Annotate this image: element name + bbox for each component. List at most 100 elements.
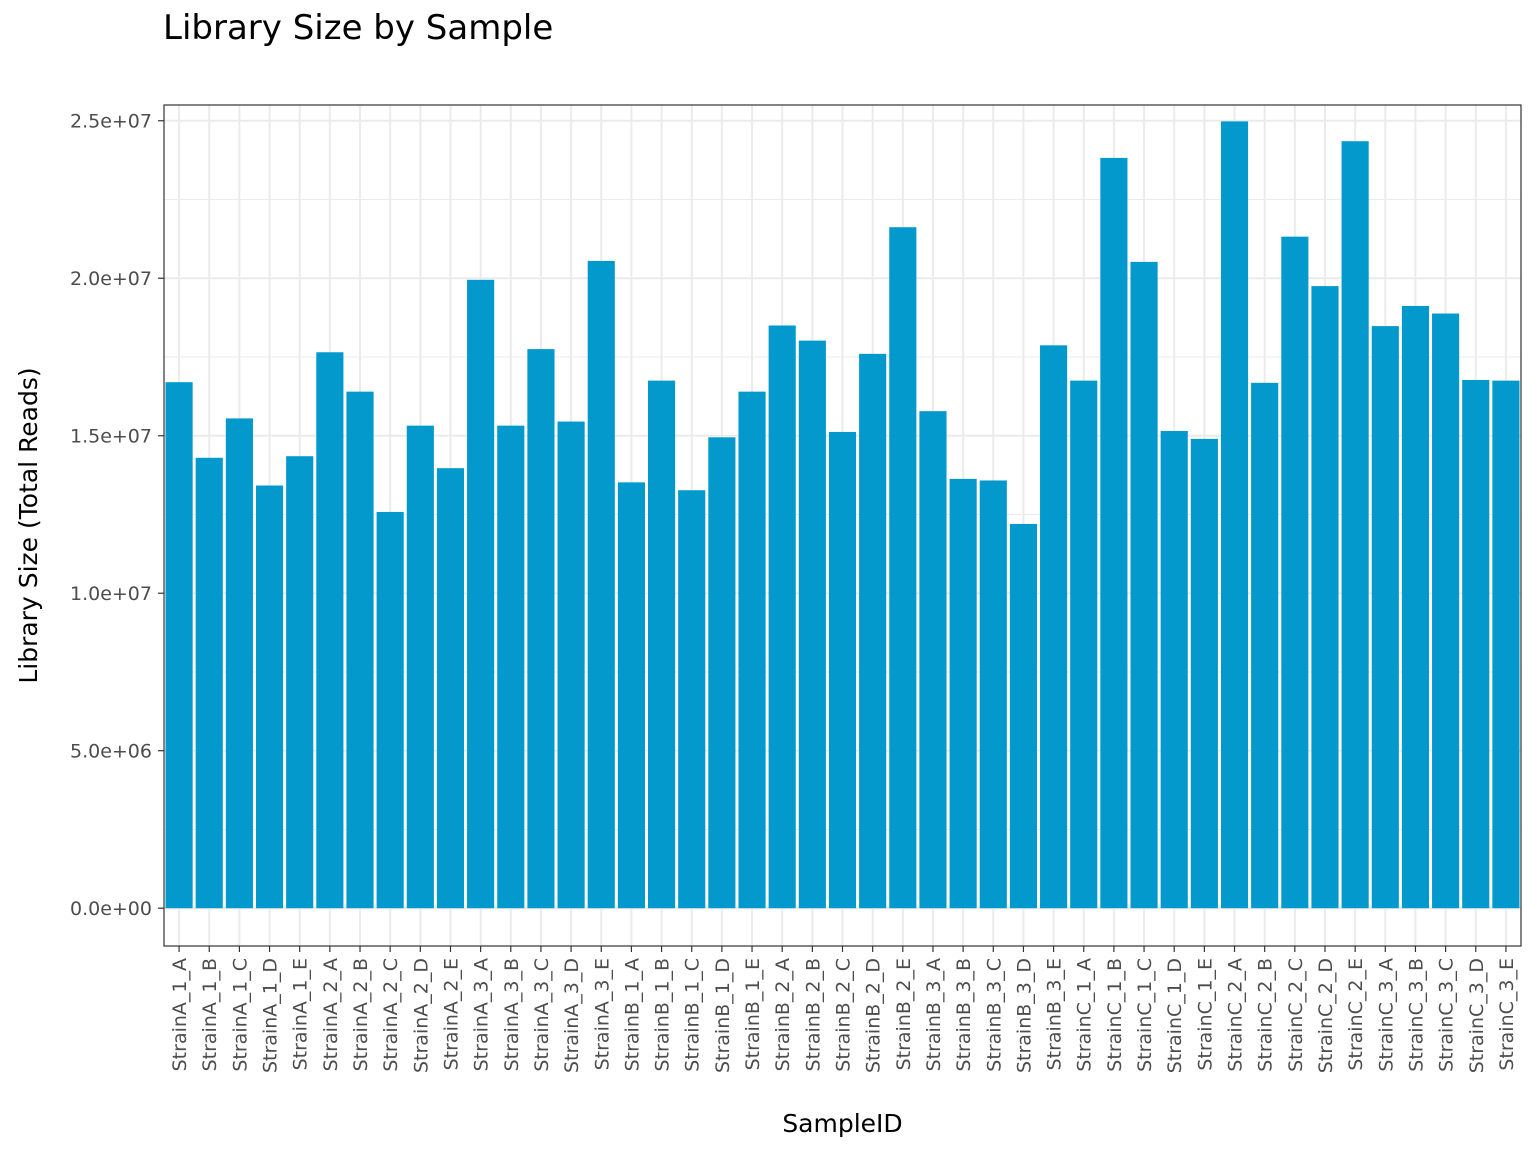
x-tick-label: StrainA_3_E xyxy=(591,958,613,1070)
x-tick-label: StrainC_2_D xyxy=(1315,958,1337,1073)
x-tick-label: StrainB_3_E xyxy=(1044,958,1066,1070)
x-tick-label: StrainA_2_B xyxy=(350,958,372,1071)
x-tick-label: StrainB_3_D xyxy=(1013,958,1035,1073)
bar-StrainC_1_A xyxy=(1070,380,1098,909)
bar-StrainB_3_A xyxy=(919,411,947,909)
bar-StrainC_3_B xyxy=(1401,305,1430,909)
x-tick-label: StrainA_2_C xyxy=(380,958,402,1072)
chart-title: Library Size by Sample xyxy=(163,8,554,48)
x-tick-label: StrainB_1_D xyxy=(712,958,734,1073)
bar-StrainB_1_E xyxy=(738,391,766,909)
bar-StrainA_2_A xyxy=(316,352,344,909)
bar-StrainA_1_D xyxy=(255,485,284,909)
x-tick-label: StrainB_1_A xyxy=(621,958,643,1071)
bar-StrainB_2_E xyxy=(889,227,917,909)
bar-StrainB_2_B xyxy=(798,340,826,909)
bar-StrainB_2_C xyxy=(828,431,857,909)
bar-StrainB_3_E xyxy=(1040,345,1068,909)
x-tick-label: StrainC_1_E xyxy=(1194,958,1216,1071)
bar-StrainC_1_C xyxy=(1130,261,1158,909)
x-tick-label: StrainC_1_D xyxy=(1164,958,1186,1073)
x-tick-label: StrainA_1_A xyxy=(169,958,191,1071)
bar-StrainA_2_D xyxy=(406,425,434,909)
y-tick-label: 1.5e+07 xyxy=(70,426,152,448)
bar-StrainA_1_E xyxy=(286,456,314,909)
x-tick-label: StrainA_3_D xyxy=(561,958,583,1073)
bar-StrainA_3_D xyxy=(557,421,585,909)
bar-StrainB_1_D xyxy=(708,437,736,909)
x-tick-label: StrainB_1_B xyxy=(652,958,674,1071)
bar-StrainB_2_D xyxy=(859,353,887,909)
bars xyxy=(165,121,1520,909)
bar-StrainB_1_B xyxy=(647,380,676,909)
bar-StrainB_3_D xyxy=(1009,523,1038,909)
x-tick-label: StrainC_3_C xyxy=(1436,958,1458,1072)
x-tick-label: StrainC_3_E xyxy=(1496,958,1518,1071)
bar-StrainB_3_B xyxy=(949,478,977,909)
bar-StrainA_1_B xyxy=(195,457,223,909)
bar-StrainC_1_E xyxy=(1190,438,1218,909)
bar-StrainC_3_C xyxy=(1432,313,1460,909)
x-tick-label: StrainA_2_D xyxy=(410,958,432,1073)
y-tick-label: 2.0e+07 xyxy=(70,268,152,290)
x-tick-label: StrainC_2_E xyxy=(1345,958,1367,1071)
y-axis-title: Library Size (Total Reads) xyxy=(14,367,43,683)
x-tick-label: StrainC_3_D xyxy=(1466,958,1488,1073)
x-axis-title: SampleID xyxy=(782,1109,902,1138)
bar-StrainC_3_E xyxy=(1492,380,1520,909)
x-tick-label: StrainC_1_B xyxy=(1104,958,1126,1072)
x-tick-label: StrainA_1_D xyxy=(260,958,282,1073)
bar-StrainA_1_A xyxy=(165,382,193,909)
x-tick-label: StrainB_2_A xyxy=(772,958,794,1071)
x-tick-label: StrainB_3_C xyxy=(983,958,1005,1072)
bar-StrainB_1_A xyxy=(617,482,645,909)
x-tick-label: StrainB_1_C xyxy=(682,958,704,1072)
y-tick-label: 0.0e+00 xyxy=(70,898,152,920)
x-tick-label: StrainA_2_A xyxy=(320,958,342,1071)
bar-StrainA_2_B xyxy=(346,391,374,909)
x-tick-label: StrainB_1_E xyxy=(742,958,764,1070)
bar-StrainA_3_B xyxy=(497,425,525,909)
x-tick-label: StrainA_3_C xyxy=(531,958,553,1072)
x-tick-label: StrainA_1_E xyxy=(290,958,312,1070)
bar-StrainC_2_B xyxy=(1251,382,1279,909)
x-tick-label: StrainC_2_B xyxy=(1255,958,1277,1072)
bar-StrainC_3_D xyxy=(1462,379,1490,909)
bar-StrainA_3_E xyxy=(587,260,615,909)
x-tick-label: StrainC_3_A xyxy=(1375,958,1397,1072)
x-tick-label: StrainB_2_C xyxy=(833,958,855,1072)
x-tick-label: StrainA_2_E xyxy=(440,958,462,1070)
x-tick-label: StrainC_1_A xyxy=(1074,958,1096,1072)
bar-StrainA_3_C xyxy=(527,349,555,909)
bar-StrainA_3_A xyxy=(467,279,495,909)
y-tick-label: 2.5e+07 xyxy=(70,111,152,133)
x-tick-label: StrainB_2_D xyxy=(863,958,885,1073)
bar-StrainA_2_C xyxy=(376,511,404,909)
x-tick-label: StrainC_3_B xyxy=(1405,958,1427,1072)
x-tick-label: StrainA_3_B xyxy=(501,958,523,1071)
x-tick-label: StrainA_1_C xyxy=(229,958,251,1072)
bar-StrainC_3_A xyxy=(1371,326,1399,909)
bar-StrainC_2_C xyxy=(1281,236,1309,909)
bar-StrainA_2_E xyxy=(436,468,465,909)
x-tick-label: StrainA_1_B xyxy=(199,958,221,1071)
x-tick-label: StrainC_1_C xyxy=(1134,958,1156,1072)
x-tick-label: StrainC_2_C xyxy=(1285,958,1307,1072)
x-tick-label: StrainC_2_A xyxy=(1225,958,1247,1072)
bar-StrainB_2_A xyxy=(768,325,796,909)
x-tick-label: StrainB_2_B xyxy=(802,958,824,1071)
y-tick-label: 1.0e+07 xyxy=(70,583,152,605)
bar-StrainA_1_C xyxy=(225,418,253,909)
bar-StrainC_2_D xyxy=(1311,286,1339,909)
bar-StrainC_2_E xyxy=(1341,141,1369,909)
y-axis-ticks: 0.0e+00 5.0e+06 1.0e+07 1.5e+07 2.0e+07 2.5e+… xyxy=(70,111,164,920)
y-tick-label: 5.0e+06 xyxy=(70,741,152,763)
x-tick-label: StrainB_3_A xyxy=(923,958,945,1071)
bar-StrainB_3_C xyxy=(979,480,1007,909)
bar-StrainB_1_C xyxy=(678,490,706,909)
x-tick-label: StrainB_2_E xyxy=(893,958,915,1070)
bar-StrainC_2_A xyxy=(1220,121,1249,909)
x-tick-label: StrainB_3_B xyxy=(953,958,975,1071)
x-axis-ticks: StrainA_1_A StrainA_1_B StrainA_1_C StrainA… xyxy=(169,946,1518,1073)
